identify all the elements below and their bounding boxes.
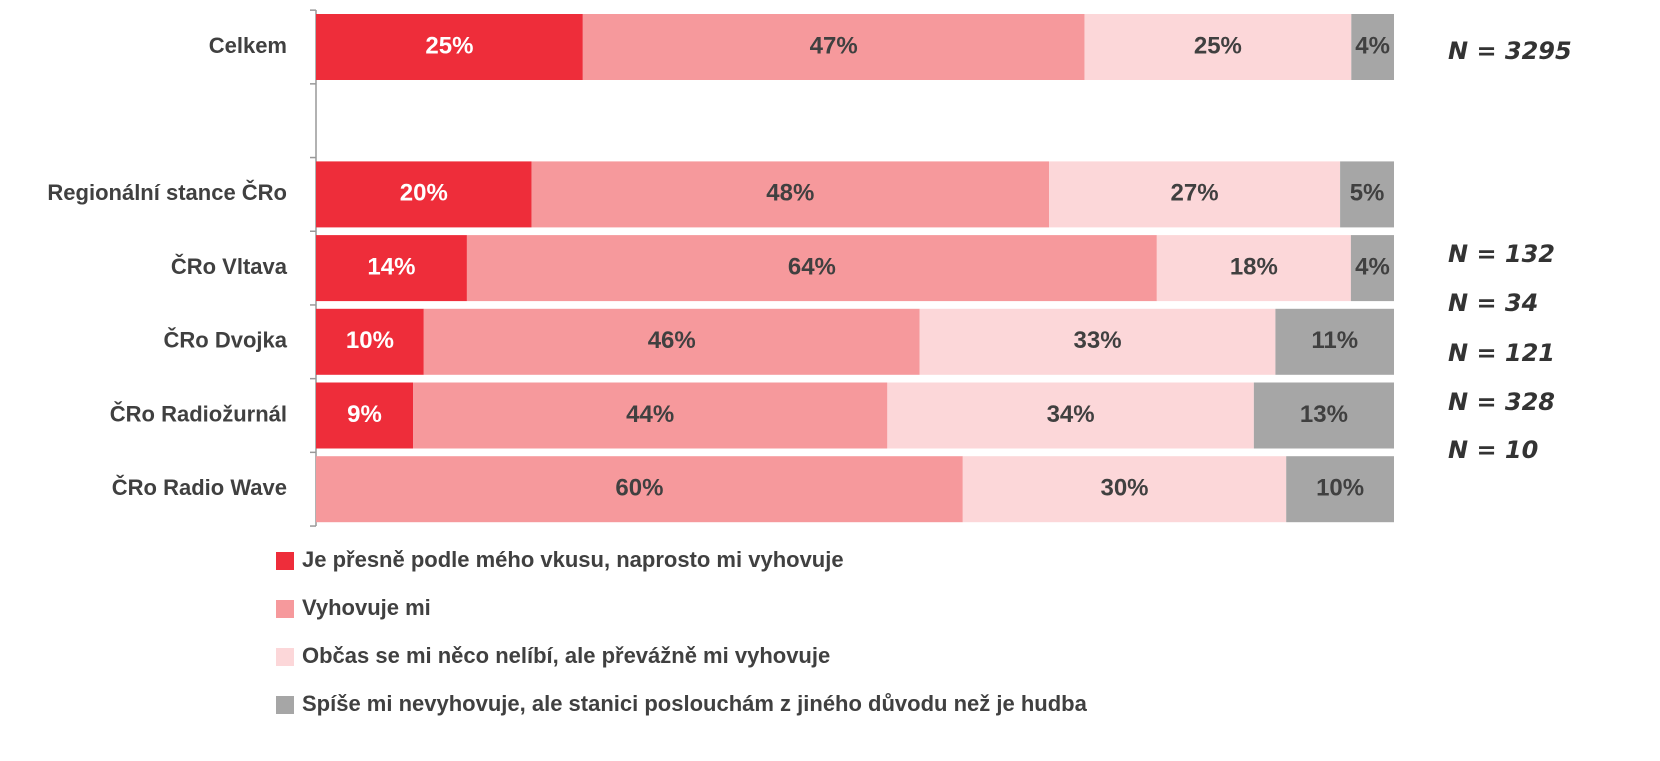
bar-segment — [316, 308, 424, 375]
bar-segment — [1049, 161, 1341, 228]
legend-label: Občas se mi něco nelíbí, ale převážně mi… — [302, 643, 830, 668]
bar-segment — [316, 161, 532, 228]
category-label: ČRo Radiožurnál — [110, 401, 287, 426]
sample-size: N = 10 — [1448, 436, 1538, 464]
sample-size: N = 121 — [1448, 339, 1555, 367]
bar-segment — [413, 382, 888, 449]
category-label: ČRo Vltava — [171, 254, 288, 279]
bar-segment — [1340, 161, 1394, 228]
bar-segment — [1084, 14, 1352, 80]
value-label: 4% — [1355, 32, 1390, 59]
value-label: 11% — [1311, 327, 1358, 354]
value-label: 25% — [425, 32, 473, 59]
bar-segment — [466, 235, 1157, 302]
value-label: 20% — [400, 180, 448, 207]
value-label: 34% — [1047, 401, 1095, 428]
bar-segment — [316, 235, 467, 302]
legend-label: Spíše mi nevyhovuje, ale stanici poslouc… — [302, 691, 1088, 716]
bar-segment — [531, 161, 1050, 228]
bar-segment — [316, 14, 583, 80]
legend-label: Je přesně podle mého vkusu, naprosto mi … — [302, 547, 844, 572]
legend-swatch — [276, 600, 294, 618]
value-label: 10% — [1316, 475, 1364, 502]
bar-segment — [919, 308, 1276, 375]
bar-segment — [962, 456, 1287, 523]
bar-segment — [1350, 235, 1394, 302]
bar-segment — [1253, 382, 1394, 449]
legend-label: Vyhovuje mi — [302, 595, 431, 620]
bar-segment — [582, 14, 1085, 80]
value-label: 60% — [615, 475, 663, 502]
legend-swatch — [276, 552, 294, 570]
value-label: 30% — [1100, 475, 1148, 502]
value-label: 5% — [1350, 180, 1385, 207]
value-label: 14% — [367, 253, 415, 280]
value-label: 47% — [810, 32, 858, 59]
legend-swatch — [276, 696, 294, 714]
value-label: 64% — [788, 253, 836, 280]
value-label: 4% — [1355, 253, 1390, 280]
bar-segment — [316, 456, 963, 523]
value-label: 13% — [1300, 401, 1348, 428]
value-label: 9% — [347, 401, 382, 428]
bar-segment — [316, 382, 414, 449]
bar-segment — [1286, 456, 1394, 523]
value-label: 33% — [1074, 327, 1122, 354]
value-label: 25% — [1194, 32, 1242, 59]
value-label: 44% — [626, 401, 674, 428]
sample-size: N = 132 — [1448, 240, 1555, 268]
sample-size: N = 3295 — [1448, 37, 1572, 65]
value-label: 27% — [1171, 180, 1219, 207]
value-label: 48% — [766, 180, 814, 207]
bar-segment — [1156, 235, 1351, 302]
bar-segment — [887, 382, 1254, 449]
bar-segment — [1351, 14, 1394, 80]
value-label: 46% — [648, 327, 696, 354]
bar-segment — [423, 308, 920, 375]
value-label: 18% — [1230, 253, 1278, 280]
sample-size: N = 34 — [1448, 289, 1538, 317]
category-label: Celkem — [209, 33, 287, 58]
value-label: 10% — [346, 327, 394, 354]
bar-segment — [1275, 308, 1394, 375]
category-label: ČRo Dvojka — [164, 328, 288, 353]
category-label: ČRo Radio Wave — [112, 475, 287, 500]
sample-size: N = 328 — [1448, 388, 1555, 416]
legend-swatch — [276, 648, 294, 666]
category-label: Regionální stance ČRo — [47, 180, 287, 205]
